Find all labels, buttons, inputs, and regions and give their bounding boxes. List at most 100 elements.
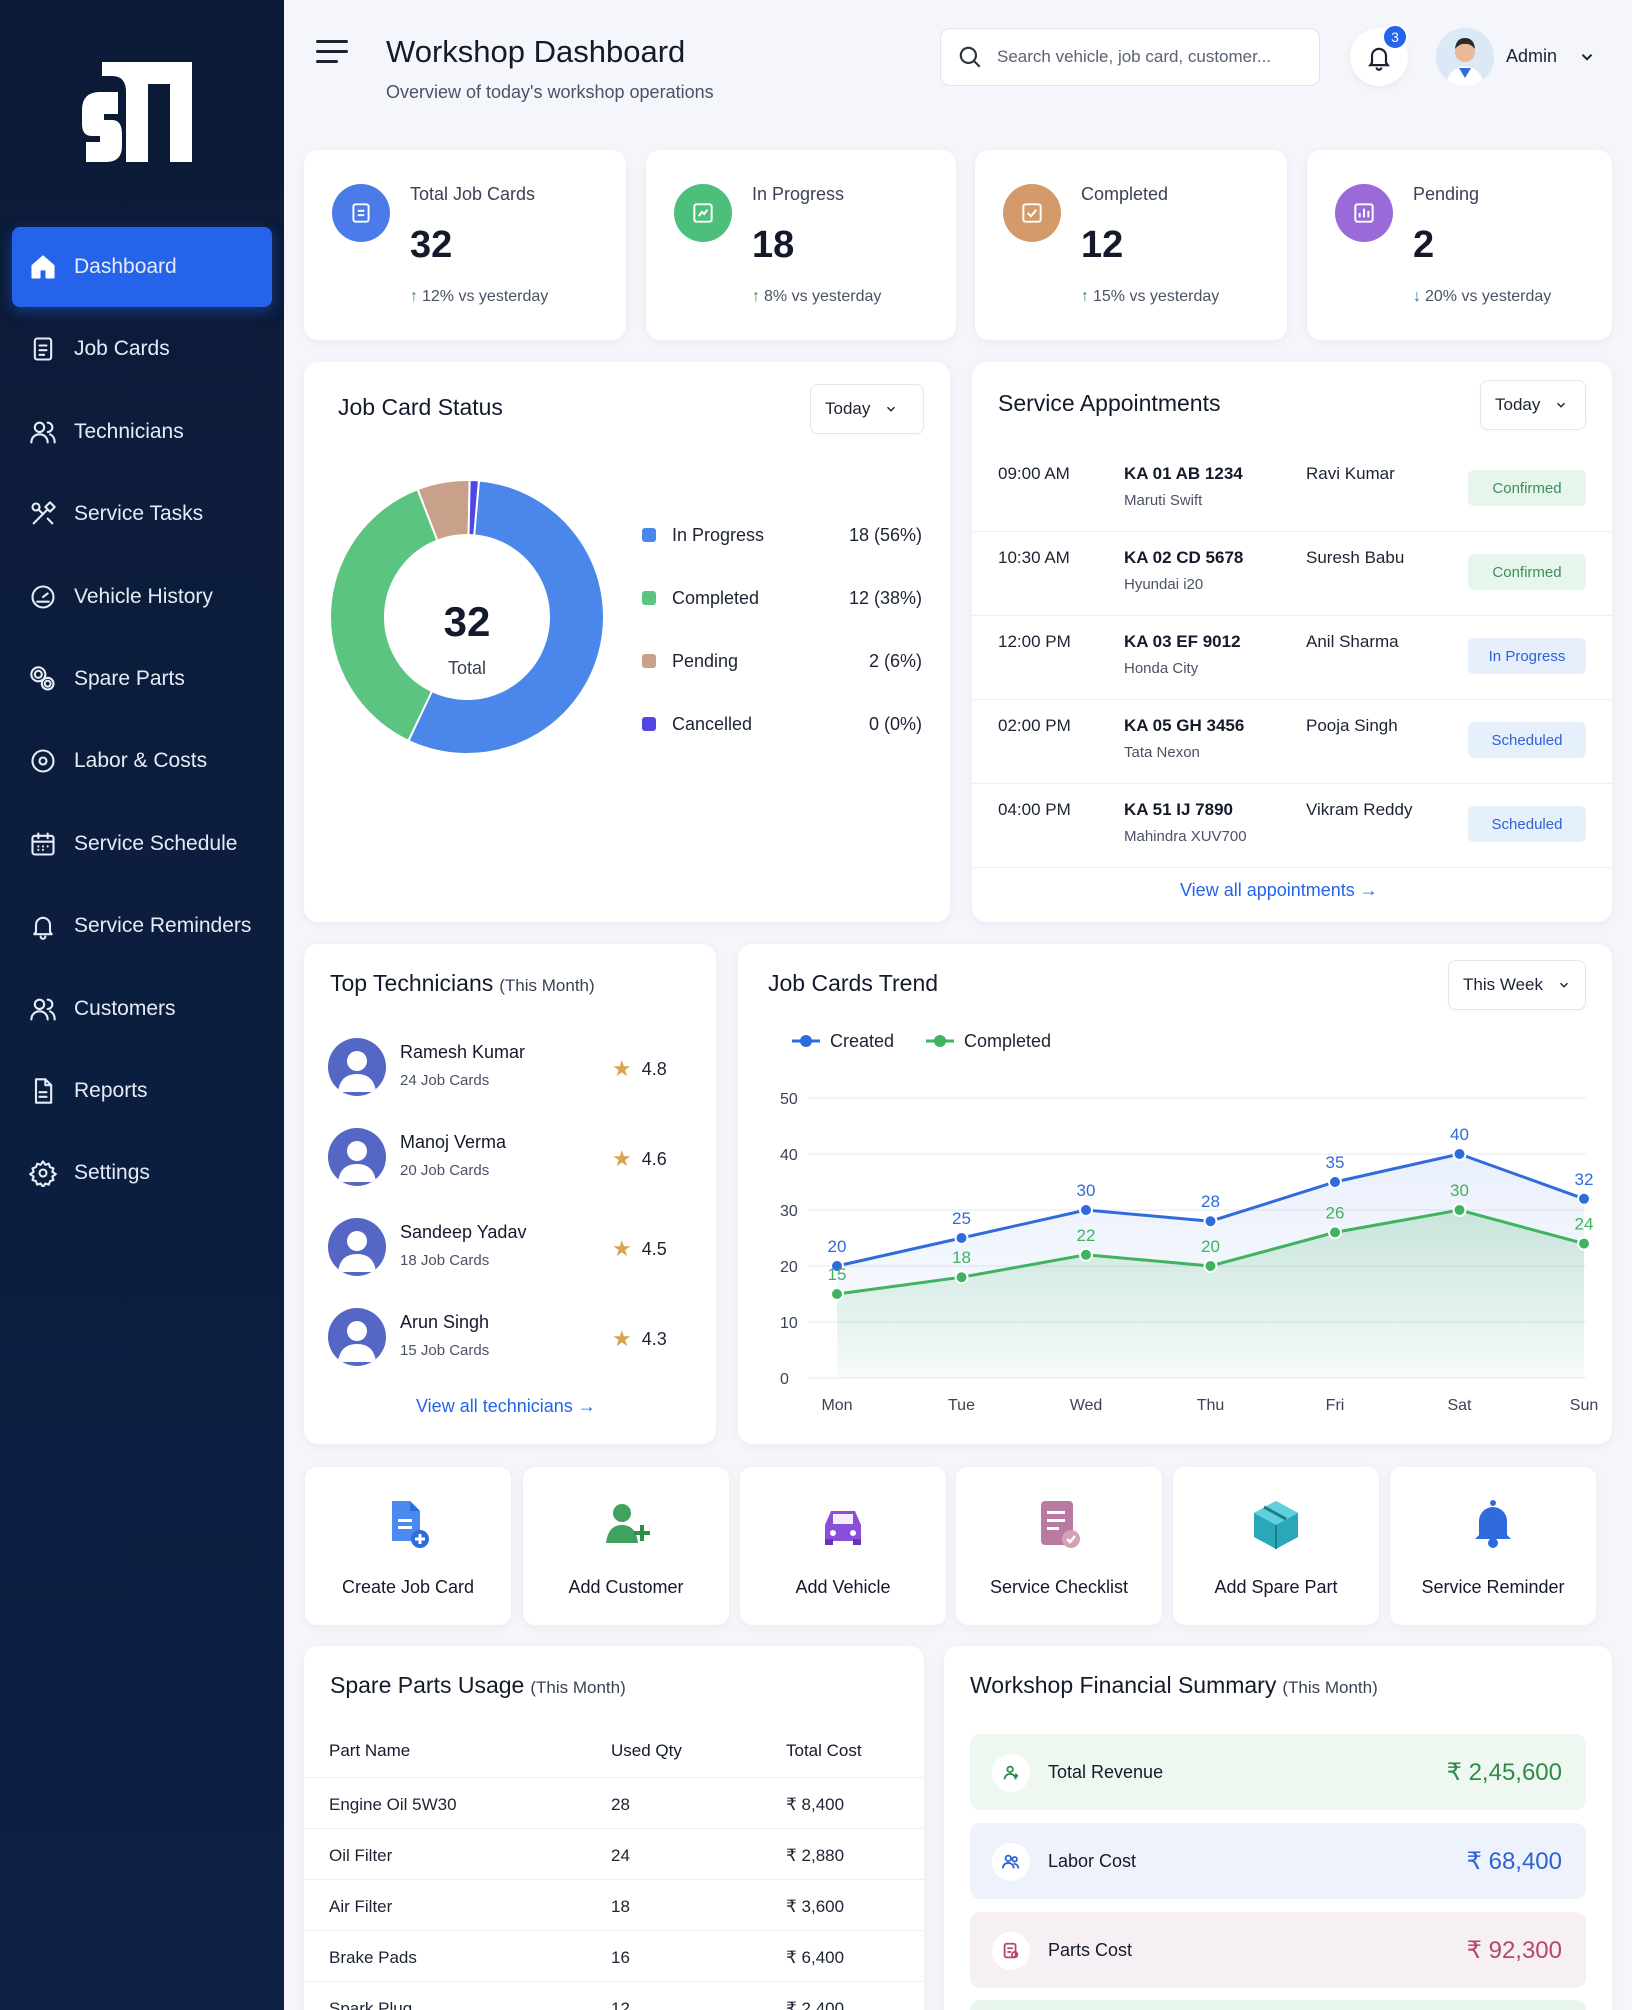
stat-card-completed[interactable]: Completed 12 ↑ 15% vs yesterday [975,150,1287,340]
quick-action-service-checklist[interactable]: Service Checklist [956,1467,1162,1625]
search-icon [959,46,981,68]
quick-action-create-job-card[interactable]: Create Job Card [305,1467,511,1625]
table-cell: ₹ 2,400 [786,1999,845,2010]
stat-icon [1335,184,1393,242]
customers-icon [28,994,58,1024]
trend-chart: 0 10 20 30 40 50 Mon Tue Wed Thu Fri Sat Sun 20 25 30 28… [780,1031,1598,1414]
sidebar-item-service-tasks[interactable]: Service Tasks [12,474,272,554]
data-point[interactable] [830,1259,844,1273]
user-name[interactable]: Admin [1506,46,1558,66]
search-input[interactable] [997,47,1297,67]
financial-label: Total Revenue [1048,1762,1164,1782]
job-status-filter[interactable]: Today [810,384,924,434]
technician-row[interactable]: Manoj Verma 20 Job Cards ★ 4.6 [328,1120,698,1190]
x-tick-label: Wed [1070,1397,1103,1414]
job-status-filter-label: Today [825,399,871,418]
user-avatar[interactable] [1436,28,1494,86]
rating-value: 4.6 [641,1148,667,1169]
chevron-down-icon [1560,982,1568,988]
table-row[interactable]: Air Filter 18 ₹ 3,600 [304,1880,924,1931]
data-label: 26 [1326,1203,1345,1222]
sidebar-item-label: Settings [74,1161,150,1185]
donut-slice-in-progress[interactable] [407,480,604,754]
quick-action-add-customer[interactable]: Add Customer [523,1467,729,1625]
financial-row-parts-cost: Parts Cost ₹ 92,300 [970,1912,1586,1988]
search-bar[interactable] [940,28,1320,86]
appointment-row[interactable]: 09:00 AM KA 01 AB 1234 Maruti Swift Ravi Ku… [972,448,1612,532]
appointment-plate: KA 01 AB 1234 [1124,464,1243,483]
data-point[interactable] [954,1270,969,1285]
chevron-down-icon[interactable] [1578,48,1596,66]
financial-label: Labor Cost [1048,1851,1137,1871]
stat-card-in-progress[interactable]: In Progress 18 ↑ 8% vs yesterday [646,150,956,340]
data-point[interactable] [1328,1175,1342,1189]
spare-parts-period: (This Month) [530,1678,626,1697]
appointments-title: Service Appointments [998,390,1221,416]
rating-value: 4.8 [641,1058,667,1079]
stat-card-pending[interactable]: Pending 2 ↓ 20% vs yesterday [1307,150,1612,340]
stat-card-total-job-cards[interactable]: Total Job Cards 32 ↑ 12% vs yesterday [304,150,626,340]
sidebar-item-labor-costs[interactable]: Labor & Costs [12,721,272,801]
appointment-customer: Pooja Singh [1306,716,1398,735]
view-all-technicians-link[interactable]: View all technicians → [416,1396,596,1416]
sidebar-item-customers[interactable]: Customers [12,969,272,1049]
sidebar-item-label: Customers [74,996,176,1020]
quick-action-add-vehicle[interactable]: Add Vehicle [740,1467,946,1625]
table-row[interactable]: Brake Pads 16 ₹ 6,400 [304,1931,924,1982]
sidebar-item-service-reminders[interactable]: Service Reminders [12,886,272,966]
financial-title-text: Workshop Financial Summary [970,1672,1277,1698]
appointment-row[interactable]: 10:30 AM KA 02 CD 5678 Hyundai i20 Suresh B… [972,532,1612,616]
donut-slice-completed[interactable] [330,487,439,743]
technician-rating: ★ 4.3 [612,1326,667,1352]
technician-name: Manoj Verma [400,1132,507,1152]
data-point[interactable] [1203,1259,1218,1273]
sidebar-item-technicians[interactable]: Technicians [12,392,272,472]
sidebar-item-spare-parts[interactable]: Spare Parts [12,639,272,719]
quick-action-service-reminder[interactable]: Service Reminder [1390,1467,1596,1625]
donut-slice-cancelled[interactable] [467,480,480,537]
data-point[interactable] [1079,1247,1093,1262]
table-cell: ₹ 3,600 [786,1897,845,1916]
sidebar-item-dashboard[interactable]: Dashboard [12,227,272,307]
data-point[interactable] [954,1231,969,1245]
sidebar-item-reports[interactable]: Reports [12,1051,272,1131]
sidebar-item-label: Service Tasks [74,502,204,526]
data-point[interactable] [1079,1203,1093,1217]
quick-action-add-spare-part[interactable]: Add Spare Part [1173,1467,1379,1625]
data-point[interactable] [1452,1147,1467,1161]
data-point[interactable] [1203,1214,1218,1229]
technician-name: Ramesh Kumar [400,1042,526,1062]
table-row[interactable]: Oil Filter 24 ₹ 2,880 [304,1829,924,1880]
logo-icon [82,62,192,162]
stat-label: Total Job Cards [410,184,536,204]
sidebar-item-settings[interactable]: Settings [12,1133,272,1213]
table-row[interactable]: Engine Oil 5W30 28 ₹ 8,400 [304,1778,924,1829]
sidebar-item-job-cards[interactable]: Job Cards [12,309,272,389]
appointment-row[interactable]: 02:00 PM KA 05 GH 3456 Tata Nexon Pooja Sin… [972,700,1612,784]
table-cell: ₹ 6,400 [786,1948,845,1967]
data-point[interactable] [1328,1225,1342,1240]
data-point[interactable] [1452,1203,1467,1217]
stat-change: ↑ 8% vs yesterday [752,288,881,306]
appointments-filter[interactable]: Today [1480,380,1586,430]
trend-filter[interactable]: This Week [1448,960,1586,1010]
legend-value: 2 (6%) [868,650,922,671]
table-row[interactable]: Spark Plug 12 ₹ 2,400 [304,1982,924,2010]
data-point[interactable] [830,1287,844,1301]
technician-row[interactable]: Ramesh Kumar 24 Job Cards ★ 4.8 [328,1030,698,1100]
sidebar-item-vehicle-history[interactable]: Vehicle History [12,557,272,637]
data-point[interactable] [1577,1191,1591,1206]
sidebar-item-service-schedule[interactable]: Service Schedule [12,804,272,884]
appointment-row[interactable]: 04:00 PM KA 51 IJ 7890 Mahindra XUV700 Vikr… [972,784,1612,868]
user-plus-icon [596,1495,656,1555]
hamburger-menu-icon[interactable] [316,40,348,72]
appointment-row[interactable]: 12:00 PM KA 03 EF 9012 Honda City Anil Shar… [972,616,1612,700]
view-all-appointments-link[interactable]: View all appointments → [1180,880,1378,900]
data-point[interactable] [1577,1236,1591,1251]
technician-row[interactable]: Sandeep Yadav 18 Job Cards ★ 4.5 [328,1210,698,1280]
status-badge: Scheduled [1468,806,1586,842]
sidebar: Dashboard Job Cards Technicians Service Tas… [0,0,284,2010]
technician-avatar [328,1308,386,1366]
technician-row[interactable]: Arun Singh 15 Job Cards ★ 4.3 [328,1300,698,1370]
table-cell: Oil Filter [329,1846,393,1865]
